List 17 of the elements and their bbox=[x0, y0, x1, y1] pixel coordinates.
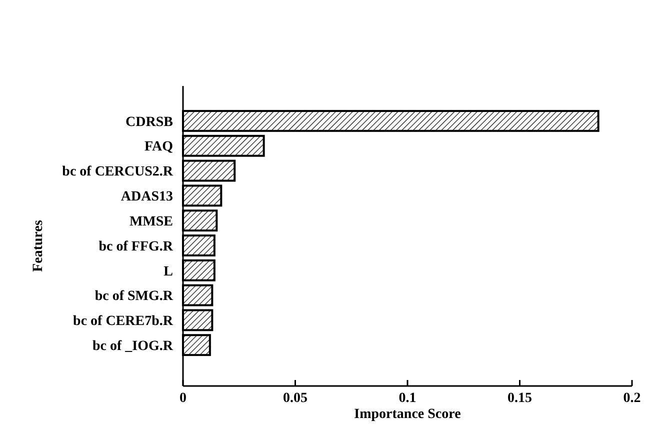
y-tick-label: CDRSB bbox=[126, 114, 173, 130]
y-tick-label: MMSE bbox=[129, 214, 173, 230]
y-tick-label: bc of FFG.R bbox=[98, 239, 174, 254]
x-tick-label: 0.2 bbox=[623, 391, 641, 406]
y-tick-label: bc of CERCUS2.R bbox=[62, 164, 174, 180]
y-tick-label: L bbox=[164, 264, 173, 280]
y-axis-title: Features bbox=[31, 220, 46, 272]
x-tick-label: 0.15 bbox=[508, 391, 532, 406]
y-tick-label: bc of CERE7b.R bbox=[73, 314, 174, 330]
x-axis-title: Importance Score bbox=[354, 407, 461, 422]
y-tick-label: bc of SMG.R bbox=[94, 289, 174, 304]
y-tick-label: ADAS13 bbox=[120, 190, 173, 205]
y-tick-label: bc of _IOG.R bbox=[92, 338, 174, 354]
x-tick-label: 0.05 bbox=[283, 391, 308, 406]
x-tick-label: 0 bbox=[180, 391, 186, 406]
x-tick-label: 0.1 bbox=[398, 391, 416, 406]
y-tick-label: FAQ bbox=[144, 140, 174, 155]
